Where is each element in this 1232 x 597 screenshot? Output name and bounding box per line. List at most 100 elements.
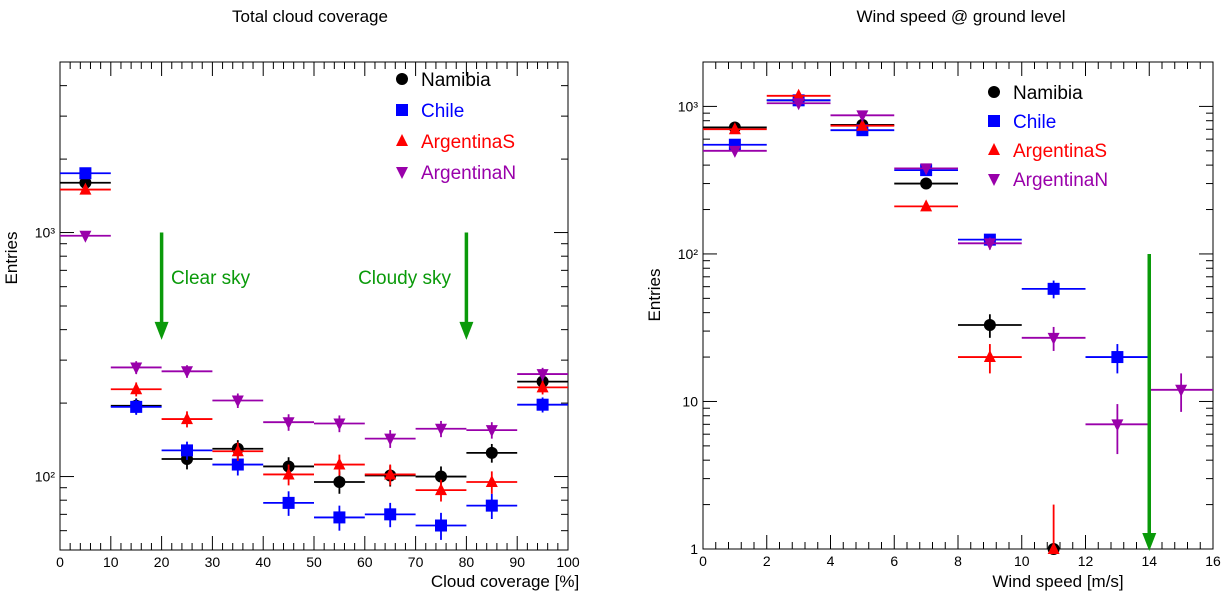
legend-label: Namibia [1013, 83, 1083, 104]
data-series [60, 230, 568, 448]
annotation-label: Cloudy sky [358, 268, 451, 289]
data-point [1111, 419, 1124, 432]
annotation-arrow-head [1142, 533, 1157, 551]
data-point [983, 350, 996, 363]
data-point [130, 382, 143, 395]
data-point [181, 412, 193, 425]
y-tick-label: 10 [682, 393, 698, 409]
x-tick-label: 10 [1014, 553, 1030, 569]
x-tick-label: 50 [306, 554, 322, 570]
data-point [856, 110, 869, 123]
x-tick-label: 60 [357, 554, 373, 570]
y-tick-label: 10² [35, 469, 56, 485]
x-tick-label: 10 [103, 554, 119, 570]
data-point [485, 474, 498, 487]
y-tick-label: 1 [690, 541, 698, 557]
data-point [231, 458, 244, 471]
data-series [703, 98, 1213, 455]
data-point [920, 199, 933, 212]
annotation [1142, 253, 1157, 551]
legend-label: ArgentinaS [1013, 141, 1107, 162]
data-series [60, 167, 568, 540]
data-point [384, 467, 397, 480]
data-series [60, 176, 568, 494]
legend-marker [988, 174, 1000, 186]
data-point [181, 366, 193, 379]
data-point [130, 362, 143, 375]
x-tick-label: 80 [459, 554, 475, 570]
data-point [983, 238, 996, 251]
data-series [703, 94, 1060, 555]
x-tick-label: 100 [556, 554, 580, 570]
data-point [231, 444, 244, 457]
x-tick-label: 30 [205, 554, 221, 570]
data-point [485, 446, 498, 459]
legend-label: ArgentinaN [421, 163, 516, 184]
data-point [79, 182, 92, 195]
data-point [79, 167, 92, 180]
chart-title: Wind speed @ ground level [856, 7, 1065, 26]
annotation-arrow-head [459, 321, 474, 340]
chart-panel: Total cloud coverage Cloud coverage [%] En… [2, 7, 580, 591]
x-tick-label: 14 [1141, 553, 1157, 569]
x-tick-label: 12 [1078, 553, 1094, 569]
x-tick-label: 6 [890, 553, 898, 569]
chart-title: Total cloud coverage [232, 7, 388, 26]
legend-label: ArgentinaS [421, 132, 515, 153]
data-point [792, 98, 805, 111]
data-point [536, 380, 549, 393]
plot-frame [702, 61, 1214, 550]
x-tick-label: 16 [1205, 553, 1221, 569]
data-point [536, 369, 549, 382]
x-tick-label: 2 [763, 553, 771, 569]
legend-marker [988, 115, 1000, 127]
legend-marker [396, 134, 408, 146]
data-point [920, 177, 933, 190]
legend: Namibia Chile ArgentinaS ArgentinaN [988, 83, 1108, 191]
y-tick-label: 10³ [678, 98, 699, 114]
data-point [130, 400, 143, 413]
x-tick-label: 40 [255, 554, 271, 570]
legend-label: Chile [1013, 112, 1056, 133]
data-point [384, 433, 397, 446]
annotation: Clear sky [154, 232, 251, 340]
data-point [485, 425, 498, 438]
data-series [703, 88, 1060, 554]
x-tick-label: 90 [509, 554, 525, 570]
x-tick-label: 20 [154, 554, 170, 570]
y-axis-label: Entries [2, 232, 21, 285]
x-tick-label: 0 [56, 554, 64, 570]
annotation-arrow-head [154, 321, 169, 340]
data-point [1111, 351, 1124, 364]
legend-label: Namibia [421, 70, 491, 91]
data-point [435, 519, 447, 532]
data-point [536, 398, 549, 411]
data-point [333, 457, 346, 470]
legend-label: ArgentinaN [1013, 170, 1108, 191]
legend-marker [988, 143, 1000, 155]
data-point [181, 444, 193, 457]
data-point [435, 470, 447, 483]
annotation-label: Clear sky [171, 268, 251, 289]
y-tick-label: 10³ [35, 225, 56, 241]
data-point [485, 499, 498, 512]
x-tick-label: 4 [827, 553, 835, 569]
data-point [1047, 332, 1060, 345]
legend-marker [988, 86, 1000, 98]
data-point [1047, 542, 1060, 554]
data-point [435, 483, 447, 496]
legend: Namibia Chile ArgentinaS ArgentinaN [396, 70, 516, 184]
y-axis-label: Entries [645, 269, 664, 322]
legend-label: Chile [421, 101, 464, 122]
x-tick-label: 0 [699, 553, 707, 569]
data-point [728, 122, 741, 135]
annotation: Cloudy sky [358, 232, 474, 340]
data-point [333, 418, 346, 431]
data-point [282, 496, 295, 509]
data-series [60, 182, 568, 502]
legend-marker [396, 167, 408, 179]
legend-marker [396, 104, 408, 116]
y-tick-label: 10² [678, 246, 699, 262]
data-point [282, 467, 295, 480]
